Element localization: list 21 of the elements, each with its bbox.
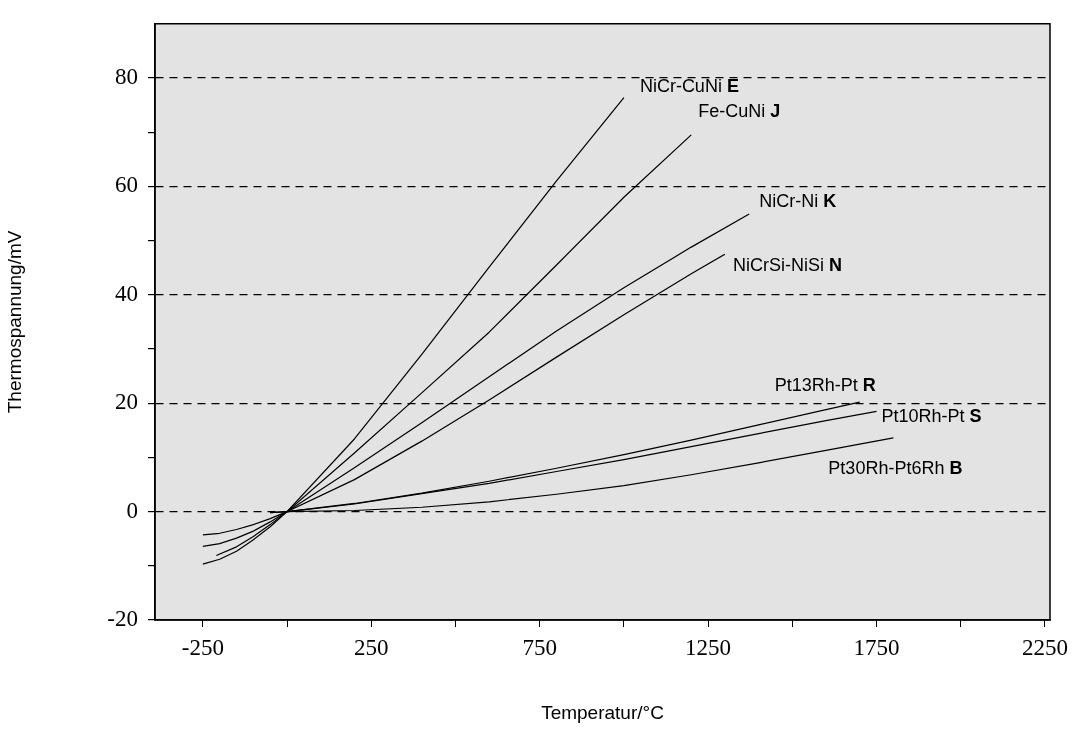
x-tick-label: 750 xyxy=(522,634,557,660)
series-label: NiCr-Ni K xyxy=(759,191,837,212)
series-label: Pt30Rh-Pt6Rh B xyxy=(828,457,963,478)
x-tick-label: 1750 xyxy=(853,634,900,660)
series-label: Pt10Rh-Pt S xyxy=(881,406,982,427)
x-tick-label: -250 xyxy=(181,634,224,660)
y-tick-label: 20 xyxy=(115,389,138,415)
y-tick-label: 0 xyxy=(126,497,138,523)
y-tick-label: 60 xyxy=(115,172,138,198)
series-label: NiCr-CuNi E xyxy=(639,76,739,97)
x-axis-title: Temperatur/°C xyxy=(541,701,664,723)
series-label: Fe-CuNi J xyxy=(698,100,781,121)
x-tick-label: 1250 xyxy=(685,634,732,660)
y-tick-label: -20 xyxy=(107,606,138,632)
series-label: NiCrSi-NiSi N xyxy=(732,255,842,276)
x-tick-label: 250 xyxy=(354,634,389,660)
series-label: Pt13Rh-Pt R xyxy=(774,375,876,396)
y-axis-title: Thermospannung/mV xyxy=(3,230,25,414)
x-tick-label: 2250 xyxy=(1021,634,1068,660)
y-tick-label: 40 xyxy=(115,280,138,306)
y-tick-label: 80 xyxy=(115,64,138,90)
